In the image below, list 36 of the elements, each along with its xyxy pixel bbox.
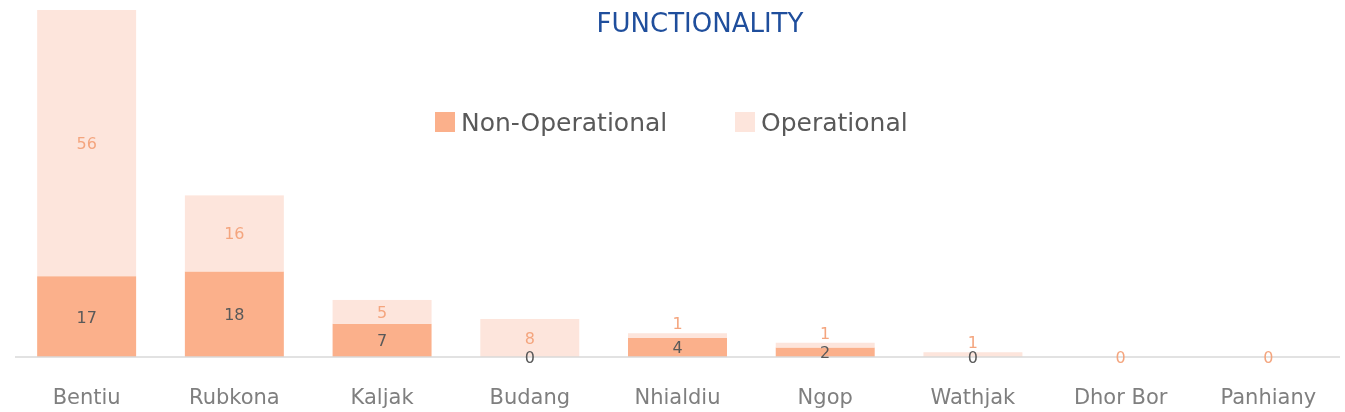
data-label: 1 [820, 323, 831, 343]
data-label: 56 [76, 134, 97, 154]
data-label: 0 [524, 348, 535, 367]
legend-label: Non-Operational [461, 108, 668, 137]
data-label: 5 [376, 302, 388, 322]
x-tick-label: Wathjak [930, 385, 1017, 409]
bar [37, 10, 137, 277]
bar [628, 337, 727, 357]
x-tick-label: Ngop [797, 385, 853, 409]
bar [184, 195, 284, 272]
x-tick-label: Rubkona [188, 385, 280, 409]
data-label: 0 [967, 348, 979, 367]
bar [775, 347, 875, 357]
data-label: 18 [224, 305, 245, 325]
chart-title: FUNCTIONALITY [596, 8, 804, 38]
legend-label: Operational [761, 108, 908, 137]
data-label: 2 [820, 343, 831, 363]
bar [37, 276, 137, 357]
data-label: 0 [1115, 348, 1126, 367]
x-tick-label: Budang [489, 385, 571, 409]
data-label: 0 [1263, 348, 1274, 367]
x-tick-label: Dhor Bor [1073, 385, 1168, 409]
data-label: 4 [672, 338, 683, 358]
x-tick-label: Bentiu [52, 385, 121, 409]
data-label: 7 [376, 331, 388, 351]
bar [332, 323, 432, 357]
bar [332, 299, 432, 324]
bar [184, 271, 284, 357]
bar [628, 333, 727, 338]
data-label: 16 [224, 224, 245, 244]
data-label: 1 [672, 314, 683, 334]
data-label: 17 [76, 307, 97, 327]
data-label: 8 [524, 328, 535, 348]
x-tick-label: Kaljak [350, 385, 415, 409]
x-tick-label: Panhiany [1220, 385, 1317, 409]
x-tick-label: Nhialdiu [634, 385, 721, 409]
